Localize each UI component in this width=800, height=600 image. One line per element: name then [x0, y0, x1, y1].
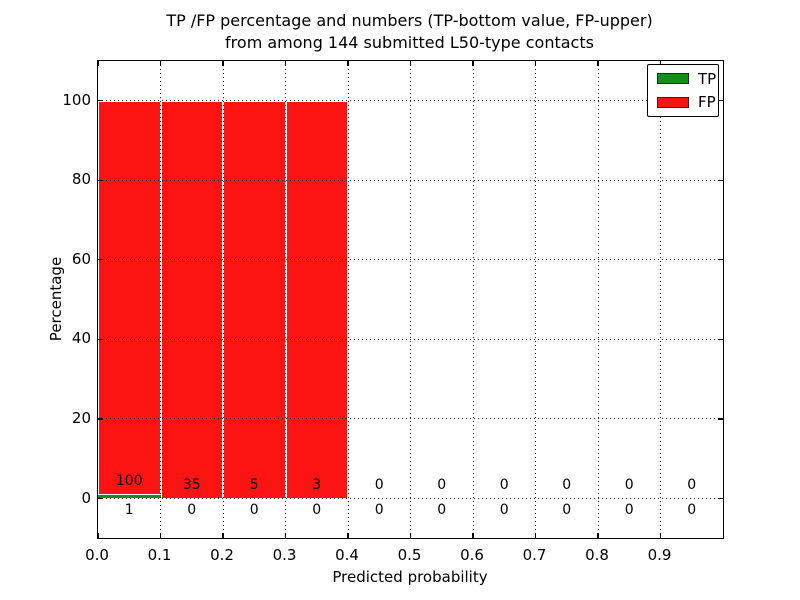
gridline-x-0.5 [410, 61, 411, 538]
x-axis-label: Predicted probability [332, 568, 488, 586]
gridline-x-0.1 [160, 61, 161, 538]
y-tick-label-0: 0 [81, 488, 91, 507]
x-tick-top-0.9 [659, 61, 662, 66]
fp-count-label-bin8: 0 [624, 477, 634, 493]
tp-count-label-bin0: 1 [124, 501, 134, 518]
legend-item-fp: FP [648, 94, 718, 110]
y-tick-label-40: 40 [71, 329, 91, 348]
y-axis-label: Percentage [47, 256, 65, 342]
x-tick-bottom-0.1 [159, 533, 162, 538]
x-tick-top-0.2 [222, 61, 224, 66]
x-tick-bottom-0.2 [222, 533, 224, 538]
fp-count-label-bin2: 5 [249, 477, 259, 493]
x-tick-bottom-0.9 [659, 533, 662, 538]
x-tick-label-0.8: 0.8 [585, 546, 609, 564]
legend-item-tp: TP [648, 71, 718, 87]
y-tick-right-0 [718, 497, 723, 500]
y-tick-left-40 [98, 338, 103, 340]
gridline-x-0.8 [597, 61, 599, 538]
y-tick-left-100 [98, 99, 103, 102]
fp-count-label-bin6: 0 [499, 477, 509, 493]
fp-count-label-bin3: 3 [312, 477, 322, 493]
x-tick-bottom-0.8 [597, 533, 599, 538]
x-tick-top-0.3 [284, 61, 287, 66]
y-tick-right-60 [718, 259, 723, 261]
y-tick-right-20 [718, 418, 723, 420]
y-tick-right-100 [718, 99, 723, 102]
chart-title-line2: from among 144 submitted L50-type contac… [225, 33, 594, 52]
x-tick-bottom-0.7 [534, 533, 537, 538]
x-tick-label-0.0: 0.0 [85, 546, 109, 564]
bar-segment-fp-bin0 [98, 100, 161, 495]
x-tick-label-0.3: 0.3 [272, 546, 297, 564]
y-tick-right-80 [718, 179, 723, 181]
fp-count-label-bin4: 0 [374, 477, 384, 493]
tp-count-label-bin2: 0 [249, 501, 259, 518]
legend-label-fp: FP [698, 93, 716, 112]
x-tick-top-0 [97, 61, 99, 66]
tp-count-label-bin6: 0 [499, 501, 509, 518]
x-tick-bottom-0.3 [284, 533, 287, 538]
y-tick-label-20: 20 [71, 408, 91, 427]
y-tick-label-80: 80 [71, 170, 91, 189]
tp-count-label-bin3: 0 [312, 501, 322, 518]
x-tick-top-0.1 [159, 61, 162, 66]
gridline-x-0.7 [535, 61, 536, 538]
gridline-x-0.2 [222, 61, 224, 538]
x-tick-top-0.6 [472, 61, 474, 66]
y-tick-left-80 [98, 179, 103, 181]
x-tick-label-0.6: 0.6 [460, 546, 484, 564]
fp-count-label-bin0: 100 [115, 473, 143, 490]
x-tick-bottom-0.4 [347, 533, 349, 538]
bar-segment-fp-bin1 [160, 100, 223, 499]
x-tick-top-0.4 [347, 61, 349, 66]
tp-count-label-bin8: 0 [624, 501, 634, 518]
x-tick-label-0.4: 0.4 [335, 546, 359, 564]
legend-swatch-tp-icon [657, 73, 689, 85]
bar-segment-fp-bin2 [223, 100, 286, 499]
legend: TP FP [647, 64, 719, 117]
fp-count-label-bin9: 0 [687, 477, 697, 493]
chart-title-line1: TP /FP percentage and numbers (TP-bottom… [166, 11, 653, 30]
x-tick-top-0.5 [409, 61, 412, 66]
fp-count-label-bin5: 0 [437, 477, 447, 493]
gridline-x-0.4 [347, 61, 349, 538]
plot-area: 100 1 35 0 5 0 3 0 0 0 0 0 0 0 0 0 0 0 0 0 TP FP [97, 60, 724, 539]
gridline-x-0.9 [660, 61, 661, 538]
x-tick-bottom-0.5 [409, 533, 412, 538]
y-tick-left-60 [98, 259, 103, 261]
legend-swatch-fp-icon [657, 96, 689, 108]
x-tick-bottom-0 [97, 533, 99, 538]
tp-count-label-bin4: 0 [374, 501, 384, 518]
x-tick-label-0.5: 0.5 [397, 546, 422, 564]
legend-label-tp: TP [698, 69, 717, 88]
gridline-x-0.6 [472, 61, 474, 538]
y-tick-left-20 [98, 418, 103, 420]
fp-count-label-bin7: 0 [562, 477, 572, 493]
y-tick-label-60: 60 [71, 249, 91, 268]
fp-count-label-bin1: 35 [182, 477, 201, 493]
y-tick-label-100: 100 [62, 90, 91, 109]
y-tick-left-0 [98, 497, 103, 500]
tp-count-label-bin7: 0 [562, 501, 572, 518]
x-tick-bottom-0.6 [472, 533, 474, 538]
y-tick-right-40 [718, 338, 723, 340]
x-tick-top-0.8 [597, 61, 599, 66]
x-tick-label-0.1: 0.1 [147, 546, 172, 564]
x-tick-label-0.2: 0.2 [210, 546, 234, 564]
bar-segment-tp-bin0 [98, 494, 161, 499]
x-tick-label-0.7: 0.7 [522, 546, 547, 564]
x-tick-top-0.7 [534, 61, 537, 66]
x-tick-label-0.9: 0.9 [647, 546, 672, 564]
tp-count-label-bin1: 0 [187, 501, 197, 518]
tp-count-label-bin9: 0 [687, 501, 697, 518]
tp-count-label-bin5: 0 [437, 501, 447, 518]
bar-segment-fp-bin3 [285, 100, 348, 499]
gridline-x-0.3 [285, 61, 286, 538]
